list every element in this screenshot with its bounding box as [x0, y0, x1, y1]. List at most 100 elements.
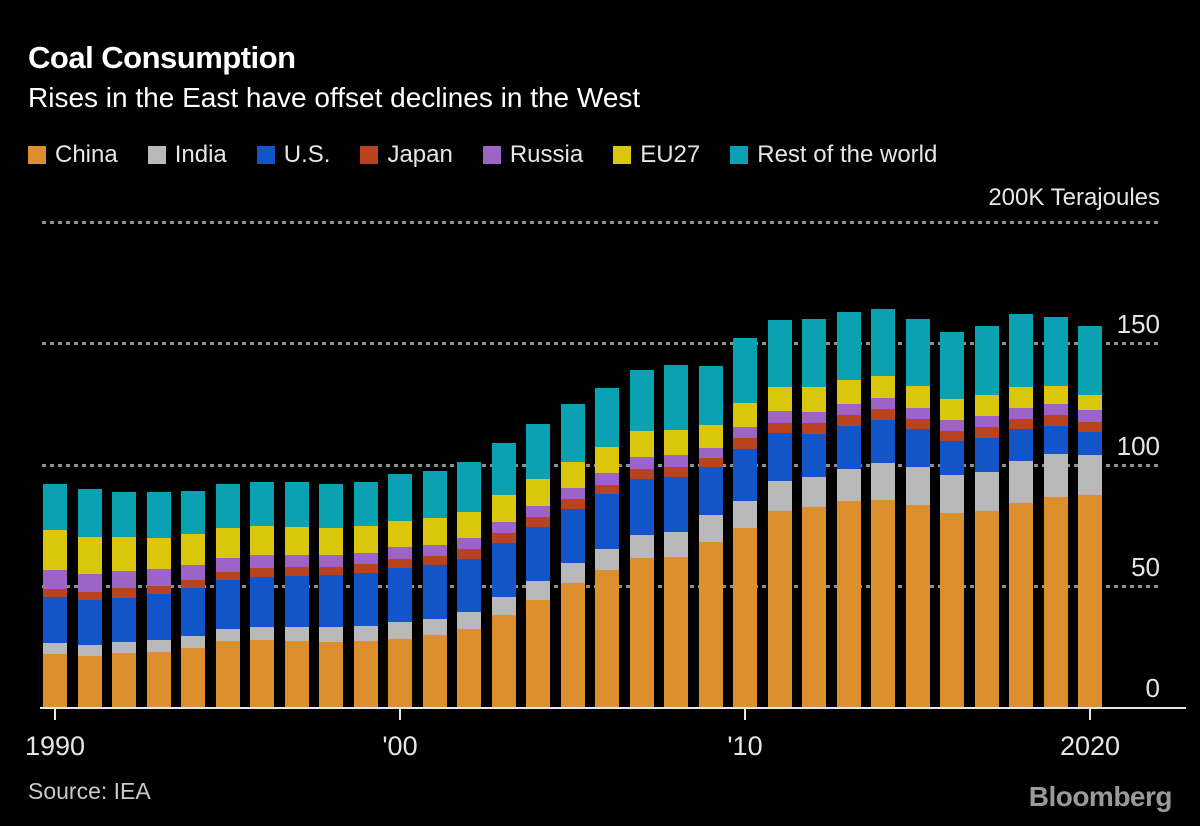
- legend-label: India: [174, 141, 227, 168]
- bar-segment-russia: [284, 554, 309, 568]
- bar-segment-eu27: [215, 528, 240, 558]
- bar-segment-china: [319, 642, 343, 707]
- bar-segment-china: [802, 506, 826, 707]
- bar-segment-japan: [250, 568, 274, 577]
- bar-segment-japan: [353, 564, 378, 573]
- bar-segment-india: [526, 581, 550, 601]
- y-tick-label-0: 0: [1145, 673, 1160, 703]
- bar-segment-china: [388, 638, 412, 707]
- bar-segment-china: [491, 614, 516, 707]
- bar-segment-india: [215, 628, 240, 642]
- bar-segment-rest-of-the-world: [77, 488, 102, 537]
- bar-segment-japan: [388, 558, 412, 568]
- bar-segment-japan: [491, 533, 516, 543]
- bar-2016: [940, 332, 964, 707]
- bar-2020: [1078, 326, 1102, 707]
- bar-segment-u-s-: [871, 419, 895, 464]
- bar-segment-japan: [319, 567, 343, 576]
- bar-segment-japan: [974, 426, 999, 438]
- bar-segment-u-s-: [388, 567, 412, 623]
- bar-segment-japan: [1078, 422, 1102, 432]
- x-tick-label-2000: '00: [382, 731, 418, 761]
- bar-segment-rest-of-the-world: [664, 365, 688, 431]
- bar-segment-eu27: [836, 379, 861, 404]
- bar-segment-rest-of-the-world: [595, 388, 619, 448]
- bar-segment-rest-of-the-world: [1043, 316, 1068, 387]
- bar-segment-rest-of-the-world: [422, 470, 447, 519]
- bar-2002: [457, 462, 481, 707]
- gridline-150: [42, 342, 1160, 346]
- bar-2001: [422, 470, 447, 707]
- bar-1990: [43, 483, 67, 707]
- bar-segment-eu27: [940, 398, 964, 421]
- x-tick-label-2010: '10: [727, 731, 763, 761]
- bar-segment-china: [733, 527, 757, 707]
- bar-1991: [77, 488, 102, 707]
- bar-2013: [836, 311, 861, 707]
- x-tick-label-2020: 2020: [1059, 731, 1121, 761]
- bar-segment-eu27: [77, 536, 102, 574]
- bar-segment-russia: [629, 457, 654, 469]
- bar-segment-india: [112, 642, 136, 654]
- bar-segment-india: [43, 643, 67, 654]
- bar-segment-russia: [664, 455, 688, 468]
- bar-2018: [1009, 314, 1033, 707]
- bar-2010: [733, 338, 757, 707]
- bar-segment-u-s-: [595, 494, 619, 549]
- legend-swatch-icon: [482, 146, 501, 164]
- bar-segment-china: [77, 655, 102, 707]
- bar-segment-eu27: [319, 528, 343, 556]
- bar-segment-u-s-: [733, 448, 757, 501]
- bar-segment-japan: [1043, 415, 1068, 426]
- y-axis-unit-label: 200K Terajoules: [988, 184, 1160, 211]
- bar-segment-india: [871, 463, 895, 500]
- bar-segment-rest-of-the-world: [1078, 326, 1102, 396]
- bar-segment-eu27: [1043, 386, 1068, 405]
- bar-segment-rest-of-the-world: [1009, 314, 1033, 388]
- bar-segment-russia: [733, 427, 757, 439]
- bar-segment-eu27: [457, 511, 481, 539]
- bar-segment-u-s-: [1009, 429, 1033, 461]
- bar-segment-rest-of-the-world: [974, 326, 999, 396]
- bar-segment-china: [871, 499, 895, 707]
- bar-segment-u-s-: [112, 597, 136, 643]
- bar-segment-japan: [43, 588, 67, 597]
- bar-segment-russia: [1009, 407, 1033, 419]
- bar-segment-u-s-: [353, 572, 378, 626]
- bar-segment-china: [284, 640, 309, 707]
- x-tick-2000: [399, 709, 401, 720]
- bar-segment-rest-of-the-world: [284, 481, 309, 527]
- bar-segment-eu27: [871, 375, 895, 399]
- bar-segment-india: [905, 466, 930, 505]
- bar-segment-india: [284, 627, 309, 641]
- bar-segment-japan: [629, 468, 654, 479]
- bar-segment-japan: [733, 438, 757, 449]
- legend-swatch-icon: [147, 146, 166, 164]
- bar-segment-china: [629, 557, 654, 707]
- bar-segment-india: [836, 469, 861, 501]
- legend-item-india: India: [147, 141, 227, 169]
- bar-segment-u-s-: [940, 441, 964, 476]
- x-tick-2010: [744, 709, 746, 720]
- bar-2011: [767, 320, 792, 707]
- bar-segment-japan: [560, 498, 585, 509]
- bar-segment-eu27: [112, 537, 136, 572]
- bar-segment-rest-of-the-world: [733, 338, 757, 404]
- bar-segment-china: [457, 629, 481, 707]
- bar-1992: [112, 492, 136, 707]
- bar-segment-russia: [112, 571, 136, 589]
- bar-1997: [284, 481, 309, 707]
- legend-swatch-icon: [730, 146, 749, 164]
- legend-label: Japan: [387, 141, 453, 168]
- bar-segment-u-s-: [905, 429, 930, 467]
- bar-segment-russia: [940, 420, 964, 431]
- bar-segment-russia: [319, 555, 343, 568]
- bar-segment-russia: [974, 416, 999, 427]
- bar-segment-russia: [526, 505, 550, 518]
- legend-item-china: China: [28, 141, 118, 169]
- bar-1995: [215, 483, 240, 707]
- bar-segment-u-s-: [1078, 431, 1102, 455]
- bar-segment-russia: [767, 410, 792, 423]
- bar-segment-china: [1009, 503, 1033, 707]
- bar-segment-u-s-: [319, 575, 343, 628]
